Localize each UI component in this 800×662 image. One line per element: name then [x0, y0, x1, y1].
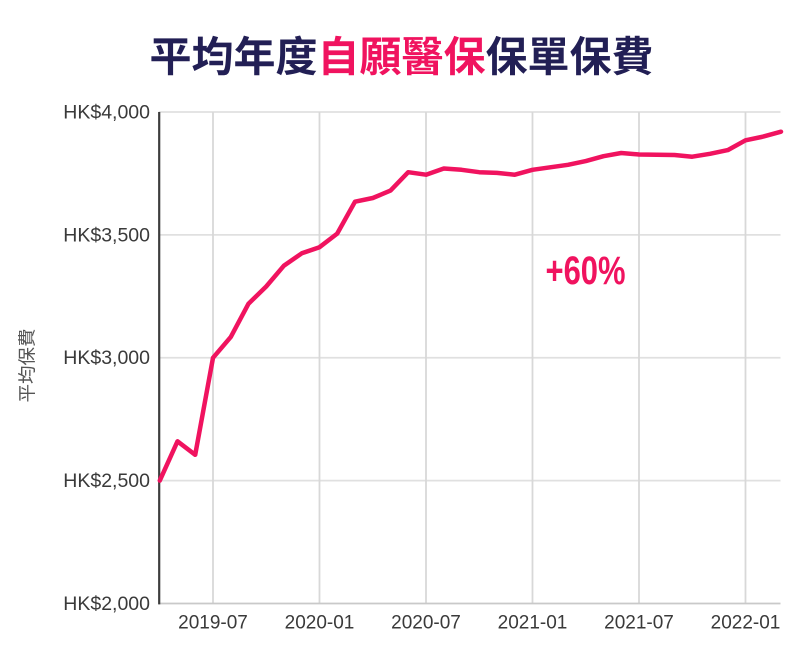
svg-text:2020-01: 2020-01	[285, 613, 355, 634]
svg-text:2021-07: 2021-07	[604, 613, 674, 634]
svg-text:+60%: +60%	[546, 249, 626, 293]
svg-text:2021-01: 2021-01	[498, 613, 568, 634]
svg-text:2022-01: 2022-01	[711, 613, 781, 634]
svg-text:2019-07: 2019-07	[178, 613, 248, 634]
svg-text:HK$4,000: HK$4,000	[63, 102, 150, 124]
svg-text:HK$2,000: HK$2,000	[63, 593, 150, 615]
svg-text:HK$3,000: HK$3,000	[63, 347, 150, 369]
svg-text:HK$2,500: HK$2,500	[63, 470, 150, 492]
svg-text:HK$3,500: HK$3,500	[63, 224, 150, 246]
svg-text:2020-07: 2020-07	[391, 613, 461, 634]
